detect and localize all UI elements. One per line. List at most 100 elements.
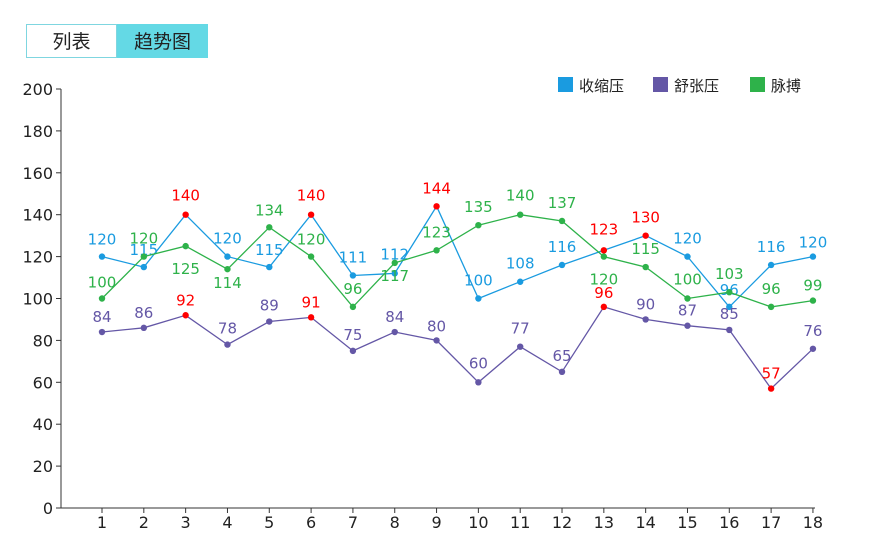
data-point <box>391 259 398 267</box>
data-label: 78 <box>218 320 237 338</box>
data-point <box>307 314 315 321</box>
data-label: 91 <box>302 293 321 311</box>
x-tick-label: 7 <box>348 513 358 532</box>
data-point <box>726 303 733 311</box>
data-label: 123 <box>422 223 451 241</box>
data-point <box>391 270 398 277</box>
data-label: 77 <box>511 320 530 338</box>
data-point <box>224 253 231 260</box>
data-label: 96 <box>343 280 362 298</box>
series-line-1 <box>101 204 814 308</box>
data-label: 140 <box>297 187 326 205</box>
data-point <box>642 232 649 239</box>
data-point <box>224 341 231 348</box>
y-tick-label: 60 <box>33 373 53 392</box>
data-label: 96 <box>762 280 781 298</box>
data-point <box>307 211 315 218</box>
y-tick-label: 120 <box>22 248 53 267</box>
y-tick-label: 100 <box>22 290 53 309</box>
data-label: 120 <box>129 230 158 248</box>
data-label: 86 <box>134 304 153 322</box>
y-tick-label: 0 <box>43 499 53 518</box>
y-tick-label: 80 <box>33 331 53 350</box>
data-label: 103 <box>715 265 744 283</box>
data-point <box>98 295 106 302</box>
x-tick-label: 16 <box>719 513 739 532</box>
data-point <box>98 253 106 260</box>
data-label: 99 <box>803 277 822 295</box>
x-tick-label: 14 <box>635 513 655 532</box>
data-label: 140 <box>506 187 535 205</box>
data-label: 108 <box>506 255 535 273</box>
data-label: 114 <box>213 274 242 292</box>
data-point <box>517 343 524 350</box>
data-label: 112 <box>380 245 409 263</box>
data-label: 115 <box>255 241 284 259</box>
data-point <box>391 328 398 336</box>
data-label: 125 <box>171 260 200 278</box>
data-point <box>433 247 440 254</box>
view-tabs: 列表 趋势图 <box>26 24 208 58</box>
x-tick-label: 9 <box>431 513 441 532</box>
x-tick-label: 8 <box>390 513 400 532</box>
data-point <box>517 278 524 285</box>
data-label: 120 <box>799 234 828 252</box>
tab-trend-chart[interactable]: 趋势图 <box>117 24 208 58</box>
x-tick-label: 15 <box>677 513 697 532</box>
data-point <box>224 265 231 273</box>
data-label: 115 <box>631 240 660 258</box>
data-point <box>684 295 691 302</box>
data-point <box>684 253 691 260</box>
x-tick-label: 13 <box>594 513 614 532</box>
data-point <box>726 326 733 334</box>
data-label: 90 <box>636 295 655 313</box>
data-point <box>767 303 775 311</box>
data-point <box>684 322 691 329</box>
data-label: 85 <box>720 305 739 323</box>
data-point <box>182 211 189 218</box>
data-label: 120 <box>297 231 326 249</box>
data-label: 137 <box>548 194 577 212</box>
y-tick-label: 200 <box>22 80 53 99</box>
data-point <box>433 203 440 210</box>
data-label: 76 <box>803 322 822 340</box>
data-label: 120 <box>673 230 702 248</box>
data-label: 130 <box>631 209 660 227</box>
data-label: 116 <box>548 238 577 256</box>
data-point <box>809 297 817 304</box>
data-point <box>726 289 733 296</box>
data-point <box>182 312 189 319</box>
data-point <box>307 253 315 260</box>
data-point <box>767 261 775 269</box>
data-label: 92 <box>176 291 195 309</box>
data-label: 84 <box>385 308 404 326</box>
data-label: 120 <box>88 231 117 249</box>
data-label: 111 <box>339 248 368 266</box>
data-label: 144 <box>422 179 451 197</box>
tab-list[interactable]: 列表 <box>26 24 117 58</box>
y-tick-label: 40 <box>33 415 53 434</box>
legend-swatch-1 <box>558 77 573 92</box>
data-label: 140 <box>171 187 200 205</box>
data-point <box>140 263 148 271</box>
data-point <box>517 211 524 218</box>
x-tick-label: 2 <box>139 513 149 532</box>
legend-label-3: 脉搏 <box>771 77 801 95</box>
data-point <box>642 263 649 271</box>
x-tick-label: 3 <box>181 513 191 532</box>
data-point <box>98 328 106 336</box>
legend-label-1: 收缩压 <box>579 77 624 95</box>
data-point <box>558 368 566 376</box>
x-tick-label: 11 <box>510 513 530 532</box>
data-label: 100 <box>464 272 493 290</box>
data-point <box>433 337 440 344</box>
series-line-2 <box>101 306 814 390</box>
data-point <box>767 385 775 392</box>
data-label: 60 <box>469 354 488 372</box>
x-tick-label: 5 <box>264 513 274 532</box>
x-tick-label: 1 <box>97 513 107 532</box>
data-point <box>642 316 649 323</box>
data-label: 65 <box>552 347 571 365</box>
data-point <box>140 253 148 260</box>
legend-swatch-2 <box>653 77 668 92</box>
